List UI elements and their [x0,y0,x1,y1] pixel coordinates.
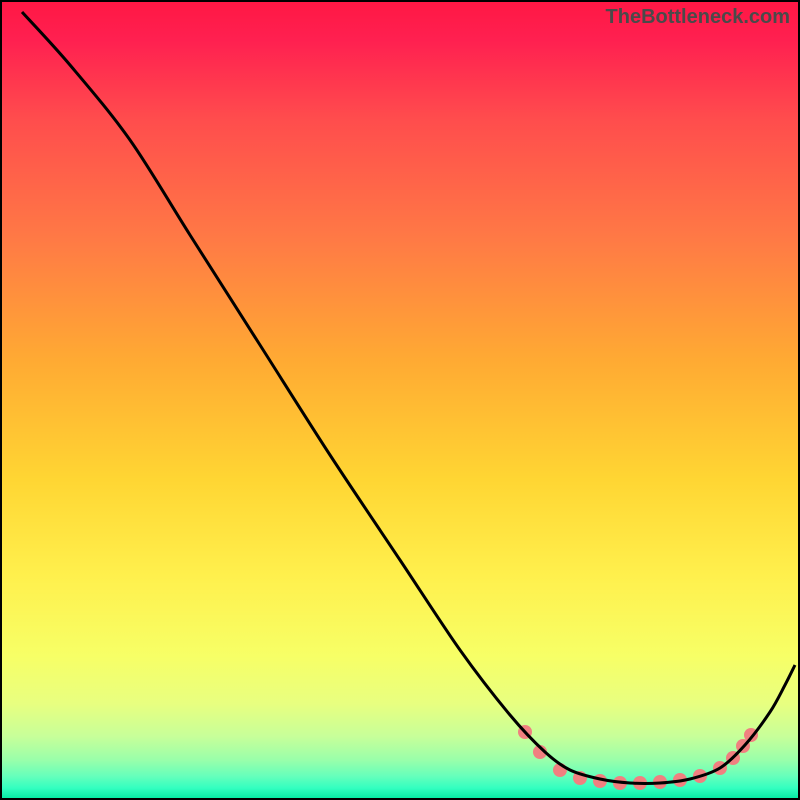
chart-container: TheBottleneck.com [0,0,800,800]
bottleneck-curve [22,12,795,783]
attribution-text: TheBottleneck.com [606,6,790,29]
chart-overlay [0,0,800,800]
plot-border [1,1,799,799]
data-markers [518,725,758,790]
